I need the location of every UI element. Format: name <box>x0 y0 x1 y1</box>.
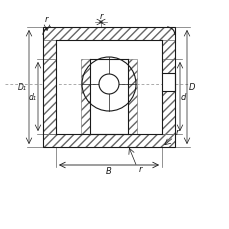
Polygon shape <box>43 41 56 134</box>
Polygon shape <box>128 60 136 134</box>
Text: r: r <box>138 164 142 173</box>
Polygon shape <box>161 74 174 92</box>
Text: r: r <box>99 12 102 21</box>
Polygon shape <box>81 60 90 134</box>
Polygon shape <box>161 41 174 134</box>
Text: D: D <box>188 83 195 92</box>
Text: d: d <box>180 93 185 101</box>
Polygon shape <box>43 134 174 147</box>
Text: r: r <box>44 15 48 24</box>
Text: r: r <box>175 128 179 136</box>
Polygon shape <box>43 28 174 41</box>
Text: B: B <box>106 166 111 175</box>
Polygon shape <box>161 74 174 92</box>
Text: D₁: D₁ <box>18 83 27 92</box>
Text: d₁: d₁ <box>29 93 37 101</box>
Circle shape <box>98 75 118 95</box>
